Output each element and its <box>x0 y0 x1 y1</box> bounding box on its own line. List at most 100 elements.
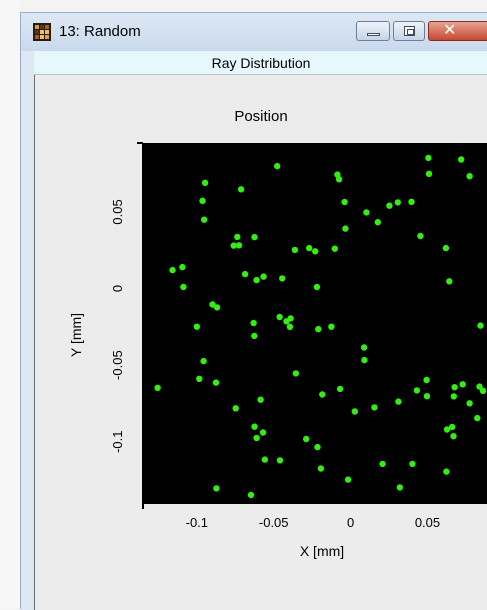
data-point <box>196 375 203 382</box>
data-point <box>423 376 430 384</box>
y-axis-label: Y [mm] <box>68 313 84 357</box>
data-point <box>259 429 267 436</box>
data-point <box>199 197 206 204</box>
close-button[interactable]: ✕ <box>428 20 487 41</box>
data-point <box>335 176 343 183</box>
data-point <box>449 423 456 431</box>
data-point <box>328 323 335 330</box>
data-point <box>458 156 465 163</box>
data-point <box>314 443 321 451</box>
data-point <box>213 304 221 311</box>
y-tick-label: 0 <box>110 285 125 292</box>
close-icon: ✕ <box>443 20 457 39</box>
x-tick-label: 0.05 <box>415 515 440 530</box>
data-point <box>230 242 237 249</box>
data-point <box>313 283 321 291</box>
data-point <box>442 244 450 252</box>
x-axis-label: X [mm] <box>300 543 344 559</box>
data-point <box>341 198 348 206</box>
data-point <box>213 485 220 492</box>
data-point <box>374 219 381 226</box>
data-point <box>200 357 207 365</box>
restore-button[interactable] <box>393 21 425 41</box>
data-point <box>408 198 415 205</box>
data-point <box>319 391 326 398</box>
data-point <box>379 460 386 468</box>
data-point <box>212 379 220 386</box>
data-point <box>317 465 325 472</box>
axes: -0.1 -0.05 0 0.05 -0.1 -0.05 0 0.05 <box>110 142 487 530</box>
data-point <box>361 356 368 364</box>
desktop-background <box>0 0 20 609</box>
minimize-button[interactable] <box>356 21 390 41</box>
x-tick-label: -0.1 <box>186 515 208 530</box>
restore-icon <box>404 26 415 36</box>
y-tick-label: -0.1 <box>110 431 125 453</box>
data-point <box>279 275 286 282</box>
data-point <box>331 245 338 252</box>
window-left-edge <box>21 51 34 610</box>
data-point <box>291 246 299 254</box>
chart-title: Position <box>234 108 287 125</box>
data-point <box>253 434 260 442</box>
data-point <box>247 491 255 499</box>
data-point <box>466 400 473 407</box>
data-point <box>154 384 161 391</box>
data-point <box>257 396 264 403</box>
data-point <box>241 270 249 278</box>
data-point <box>423 393 431 400</box>
data-point <box>303 435 310 443</box>
data-point <box>251 233 258 241</box>
data-point <box>201 216 208 223</box>
data-point <box>466 173 473 180</box>
data-point <box>179 263 186 271</box>
data-point <box>315 325 322 333</box>
data-point <box>287 315 294 322</box>
data-point <box>342 225 349 232</box>
data-point <box>363 209 370 216</box>
data-point <box>409 460 416 468</box>
data-point <box>396 484 403 491</box>
data-point <box>443 426 451 433</box>
data-point <box>312 248 319 255</box>
data-point <box>261 456 268 463</box>
data-point <box>209 301 216 308</box>
analysis-window[interactable]: 13: Random ✕ Ray Distribution Position -… <box>20 12 487 610</box>
data-point <box>479 387 487 395</box>
data-point <box>260 273 267 280</box>
scatter-chart: Position -0.1 -0.05 0 0.05 -0.1 -0.05 0 0.05 X … <box>68 108 487 559</box>
data-point <box>180 283 187 291</box>
data-point <box>386 202 393 209</box>
data-point <box>276 313 283 321</box>
data-point <box>477 322 484 329</box>
data-point <box>476 383 483 390</box>
data-point <box>276 457 284 464</box>
data-point <box>459 381 466 388</box>
data-point <box>360 344 368 351</box>
data-point <box>201 179 209 186</box>
minimize-icon <box>367 33 380 36</box>
data-point <box>395 398 402 405</box>
data-point <box>474 414 481 422</box>
data-point <box>443 468 450 475</box>
y-tick-label: 0.05 <box>110 199 125 224</box>
data-point <box>235 242 243 249</box>
data-point <box>371 404 378 411</box>
data-point <box>193 323 200 330</box>
data-point <box>451 384 458 391</box>
data-point <box>344 476 352 483</box>
data-point <box>417 232 424 240</box>
x-tick-label: 0 <box>347 515 354 530</box>
data-point <box>251 423 258 430</box>
data-point <box>251 332 258 340</box>
ray-grid-icon <box>33 23 51 41</box>
data-point <box>169 266 176 274</box>
window-title: 13: Random <box>59 23 141 40</box>
data-point <box>232 405 239 412</box>
data-point <box>351 408 358 415</box>
data-point <box>274 162 281 170</box>
x-tick-label: -0.05 <box>259 515 289 530</box>
data-point <box>336 385 344 393</box>
title-bar[interactable]: 13: Random ✕ <box>21 13 487 51</box>
data-point <box>292 370 300 377</box>
